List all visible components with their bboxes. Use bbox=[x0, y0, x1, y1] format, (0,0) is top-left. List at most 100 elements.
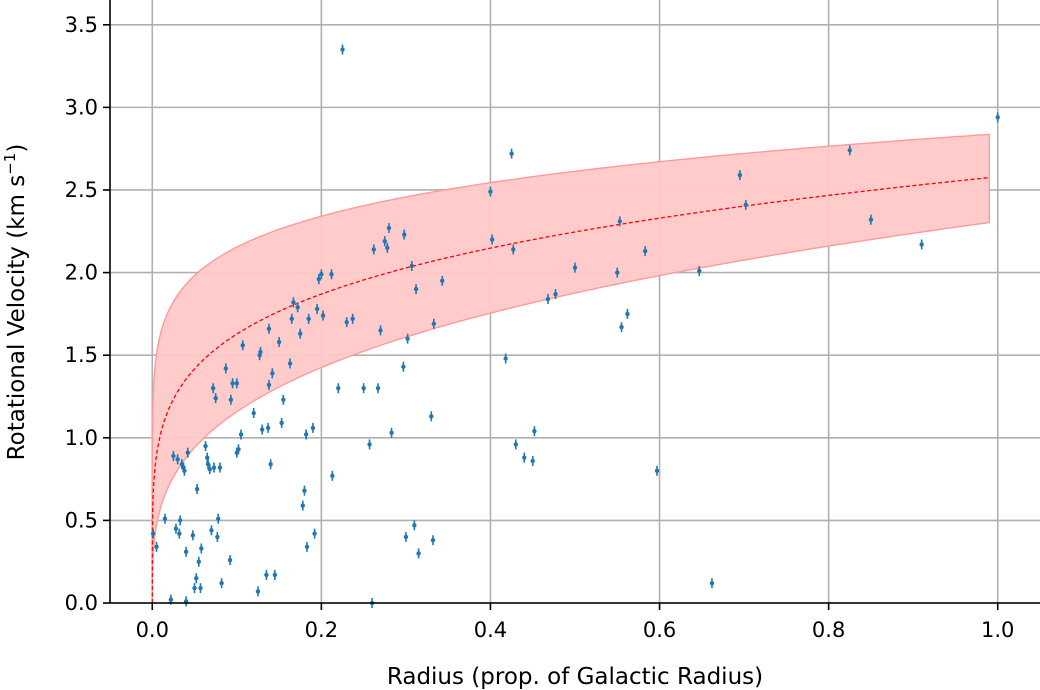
x-tick-label: 0.8 bbox=[812, 618, 845, 642]
data-point bbox=[198, 583, 203, 594]
data-point bbox=[405, 333, 410, 344]
data-point bbox=[207, 464, 212, 475]
data-point bbox=[412, 520, 417, 531]
point-marker bbox=[409, 263, 415, 269]
data-point bbox=[336, 383, 341, 394]
data-point bbox=[279, 417, 284, 428]
data-point bbox=[217, 462, 223, 473]
point-marker bbox=[238, 432, 244, 437]
data-point bbox=[553, 289, 558, 300]
data-point bbox=[259, 424, 265, 435]
x-tick-label: 0.6 bbox=[643, 618, 676, 642]
data-point bbox=[227, 555, 233, 566]
point-marker bbox=[532, 428, 537, 434]
data-point bbox=[223, 363, 229, 374]
data-point bbox=[314, 303, 320, 314]
point-marker bbox=[737, 172, 743, 178]
point-marker bbox=[401, 364, 406, 369]
point-marker bbox=[413, 286, 419, 292]
data-point bbox=[329, 269, 334, 280]
point-marker bbox=[402, 232, 407, 237]
y-tick-label: 1.5 bbox=[65, 343, 98, 367]
data-point bbox=[312, 528, 317, 539]
data-point bbox=[402, 229, 407, 240]
point-marker bbox=[509, 151, 514, 156]
data-point bbox=[430, 535, 436, 546]
point-marker bbox=[310, 425, 316, 431]
point-marker bbox=[276, 339, 282, 345]
point-marker bbox=[223, 366, 229, 371]
point-marker bbox=[279, 420, 284, 426]
point-marker bbox=[266, 326, 272, 331]
data-point bbox=[847, 145, 852, 156]
data-point bbox=[617, 216, 623, 227]
point-marker bbox=[743, 202, 748, 208]
point-marker bbox=[371, 247, 376, 252]
point-marker bbox=[177, 518, 183, 523]
y-tick-label: 1.0 bbox=[65, 426, 98, 450]
point-marker bbox=[314, 306, 320, 312]
point-marker bbox=[367, 442, 372, 447]
data-point bbox=[530, 455, 535, 466]
data-point bbox=[268, 459, 273, 470]
point-marker bbox=[259, 427, 265, 432]
data-point bbox=[488, 186, 493, 197]
point-marker bbox=[625, 311, 630, 317]
fit-curve-line bbox=[151, 176, 990, 603]
data-point bbox=[642, 246, 648, 257]
point-marker bbox=[617, 219, 623, 224]
data-point bbox=[215, 531, 220, 542]
data-point bbox=[300, 500, 305, 511]
data-point bbox=[371, 244, 376, 255]
data-point bbox=[203, 441, 208, 452]
point-marker bbox=[270, 371, 275, 376]
data-point bbox=[511, 244, 516, 255]
point-marker bbox=[340, 47, 345, 52]
data-point bbox=[276, 336, 282, 347]
data-point bbox=[240, 340, 245, 351]
point-marker bbox=[385, 245, 390, 251]
y-tick-label: 3.5 bbox=[65, 13, 98, 37]
data-point bbox=[302, 485, 307, 496]
axes bbox=[109, 0, 1040, 604]
y-ticks: 0.0 0.5 1.0 1.5 2.0 2.5 3.0 3.5 bbox=[65, 13, 110, 615]
point-marker bbox=[173, 526, 179, 531]
point-marker bbox=[545, 296, 551, 302]
point-marker bbox=[168, 597, 174, 602]
x-tick-label: 1.0 bbox=[981, 618, 1014, 642]
point-marker bbox=[412, 523, 417, 528]
point-marker bbox=[234, 381, 240, 386]
point-marker bbox=[217, 465, 223, 470]
y-tick-label: 3.0 bbox=[65, 95, 98, 119]
y-tick-label: 2.5 bbox=[65, 178, 98, 202]
point-marker bbox=[291, 300, 296, 305]
data-point bbox=[319, 269, 324, 280]
confidence-band bbox=[151, 133, 990, 603]
data-point bbox=[210, 383, 216, 394]
data-point bbox=[289, 313, 294, 324]
data-point bbox=[182, 465, 187, 476]
point-marker bbox=[207, 466, 212, 472]
point-marker bbox=[489, 237, 495, 242]
data-point bbox=[320, 310, 326, 321]
point-marker bbox=[268, 462, 273, 467]
data-point bbox=[350, 313, 355, 324]
point-marker bbox=[350, 316, 355, 322]
data-point bbox=[389, 427, 394, 438]
point-marker bbox=[171, 453, 176, 459]
data-point bbox=[619, 322, 624, 333]
point-marker bbox=[230, 381, 235, 386]
data-point bbox=[258, 346, 263, 357]
data-point bbox=[228, 394, 234, 405]
data-point bbox=[171, 450, 176, 461]
data-point bbox=[196, 556, 201, 567]
point-marker bbox=[272, 572, 278, 578]
point-marker bbox=[847, 148, 852, 153]
data-point bbox=[386, 222, 392, 233]
data-point bbox=[183, 546, 189, 557]
x-axis-label: Radius (prop. of Galactic Radius) bbox=[387, 664, 763, 690]
y-tick-label: 2.0 bbox=[65, 261, 98, 285]
data-point bbox=[344, 317, 349, 328]
data-point bbox=[413, 284, 419, 295]
point-marker bbox=[236, 447, 241, 452]
